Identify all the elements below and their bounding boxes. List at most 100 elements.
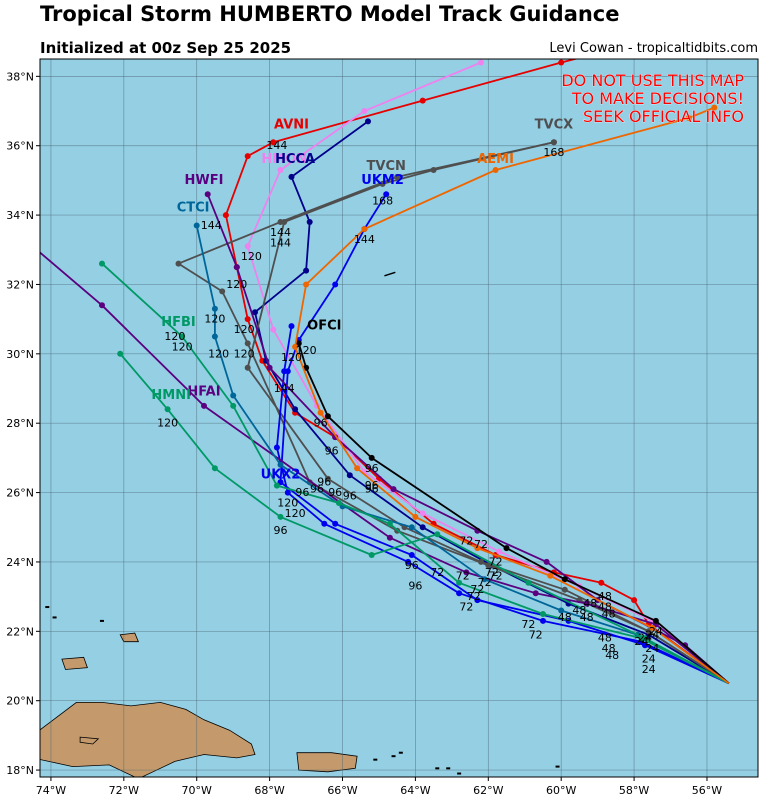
track-point bbox=[211, 305, 218, 312]
forecast-hour-label: 72 bbox=[456, 569, 470, 582]
track-point bbox=[386, 520, 393, 527]
track-point bbox=[598, 579, 605, 586]
track-point bbox=[244, 340, 251, 347]
lat-tick-label: 36°N bbox=[6, 140, 34, 153]
lat-tick-label: 22°N bbox=[6, 625, 34, 638]
forecast-hour-label: 144 bbox=[354, 233, 375, 246]
small-island bbox=[435, 767, 440, 770]
track-point bbox=[492, 167, 499, 173]
track-line-hfbi bbox=[101, 262, 730, 685]
track-point bbox=[277, 167, 284, 173]
track-point bbox=[550, 139, 557, 146]
forecast-hour-label: 120 bbox=[234, 323, 255, 336]
small-island bbox=[99, 619, 104, 622]
small-island bbox=[391, 755, 396, 758]
track-point bbox=[193, 222, 200, 229]
forecast-hour-label: 24 bbox=[649, 625, 663, 638]
track-point bbox=[99, 260, 105, 267]
forecast-hour-label: 120 bbox=[285, 507, 306, 520]
gonave-island bbox=[79, 736, 100, 745]
forecast-hour-label: 96 bbox=[365, 479, 379, 492]
disclaimer-line: DO NOT USE THIS MAP bbox=[561, 71, 744, 90]
forecast-hour-label: 168 bbox=[543, 146, 564, 159]
lat-tick-label: 26°N bbox=[6, 487, 34, 500]
forecast-hour-label: 48 bbox=[572, 604, 586, 617]
model-label-ofci: OFCI bbox=[307, 319, 341, 334]
model-label-tvcx: TVCX bbox=[535, 117, 574, 132]
track-point bbox=[332, 281, 339, 288]
track-point bbox=[547, 572, 554, 579]
track-ofci bbox=[295, 340, 730, 684]
forecast-hour-label: 120 bbox=[296, 344, 317, 357]
lat-tick-label: 38°N bbox=[6, 70, 34, 83]
lon-tick-label: 74°W bbox=[36, 784, 66, 797]
track-point bbox=[583, 600, 590, 607]
track-point bbox=[222, 212, 229, 219]
track-point bbox=[386, 534, 393, 541]
track-point bbox=[244, 364, 251, 371]
track-point bbox=[292, 406, 299, 413]
track-aemi bbox=[292, 104, 730, 685]
track-point bbox=[613, 46, 619, 52]
track-line-ukm2 bbox=[279, 193, 730, 685]
forecast-hour-label: 96 bbox=[328, 486, 342, 499]
forecast-hour-label: 72 bbox=[467, 590, 481, 603]
model-label-hfbi: HFBI bbox=[161, 315, 196, 330]
forecast-hour-label: 120 bbox=[172, 340, 193, 353]
lat-tick-label: 28°N bbox=[6, 417, 34, 430]
track-point bbox=[711, 104, 718, 111]
lon-tick-label: 62°W bbox=[473, 784, 503, 797]
track-point bbox=[485, 562, 492, 569]
forecast-hour-label: 72 bbox=[485, 566, 499, 579]
track-point bbox=[456, 590, 463, 597]
track-point bbox=[496, 548, 503, 555]
bermuda-island bbox=[384, 271, 396, 277]
track-point bbox=[179, 333, 186, 340]
track-point bbox=[649, 624, 656, 631]
forecast-hour-label: 120 bbox=[164, 330, 185, 343]
forecast-hour-label: 120 bbox=[234, 347, 255, 360]
forecast-hour-label: 96 bbox=[365, 483, 379, 496]
model-label-hfai: HFAI bbox=[187, 385, 220, 400]
forecast-hour-label: 120 bbox=[281, 351, 302, 364]
lon-tick-label: 70°W bbox=[182, 784, 212, 797]
lat-lon-grid bbox=[40, 59, 758, 777]
caicos-islands bbox=[119, 632, 140, 643]
lon-tick-label: 72°W bbox=[109, 784, 139, 797]
track-point bbox=[244, 153, 251, 160]
small-island bbox=[446, 767, 451, 770]
track-point bbox=[481, 576, 488, 583]
forecast-hour-label: 48 bbox=[598, 590, 612, 603]
model-label-hcca: HCCA bbox=[275, 152, 315, 167]
track-point bbox=[332, 520, 339, 527]
forecast-hour-label: 72 bbox=[521, 618, 535, 631]
track-point bbox=[321, 520, 328, 527]
track-point bbox=[303, 281, 310, 288]
forecast-hour-label: 96 bbox=[314, 417, 328, 430]
init-time: Initialized at 00z Sep 25 2025 bbox=[40, 39, 292, 57]
small-island bbox=[52, 616, 57, 619]
track-point bbox=[532, 590, 539, 597]
track-hfbi bbox=[99, 260, 730, 685]
small-island bbox=[555, 765, 560, 768]
forecast-hour-label: 120 bbox=[204, 313, 225, 326]
track-point bbox=[525, 579, 532, 586]
track-point bbox=[273, 482, 280, 489]
track-point bbox=[365, 118, 371, 125]
forecast-hour-label: 24 bbox=[642, 653, 656, 666]
track-point bbox=[419, 97, 426, 104]
forecast-hour-label: 96 bbox=[365, 462, 379, 475]
track-point bbox=[273, 444, 280, 451]
model-label-ctci: CTCI bbox=[177, 201, 210, 216]
forecast-hour-label: 24 bbox=[642, 663, 656, 676]
track-point bbox=[303, 267, 310, 274]
track-point bbox=[277, 219, 284, 225]
track-point bbox=[540, 617, 546, 624]
forecast-hour-label: 24 bbox=[645, 628, 659, 641]
lon-tick-label: 56°W bbox=[692, 784, 722, 797]
track-point bbox=[478, 59, 484, 66]
model-label-ukm2: UKM2 bbox=[361, 173, 404, 188]
small-island bbox=[457, 772, 462, 775]
forecast-hour-label: 96 bbox=[405, 559, 419, 572]
